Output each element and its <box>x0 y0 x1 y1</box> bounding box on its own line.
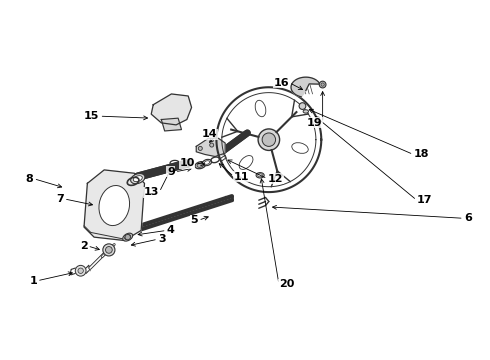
Text: 5: 5 <box>191 215 198 225</box>
Text: 7: 7 <box>56 194 64 204</box>
Ellipse shape <box>197 163 203 167</box>
Text: 20: 20 <box>279 279 294 289</box>
Ellipse shape <box>239 156 253 170</box>
Ellipse shape <box>202 159 212 166</box>
Circle shape <box>75 265 86 276</box>
Text: 13: 13 <box>144 187 159 197</box>
Text: 9: 9 <box>167 167 175 177</box>
Ellipse shape <box>258 174 263 177</box>
Circle shape <box>299 103 306 109</box>
Text: 4: 4 <box>167 225 174 235</box>
Circle shape <box>321 83 324 86</box>
Text: 12: 12 <box>268 174 283 184</box>
Ellipse shape <box>303 110 309 113</box>
Text: 15: 15 <box>84 111 99 121</box>
Text: 18: 18 <box>414 149 429 159</box>
Text: 3: 3 <box>158 234 166 244</box>
Circle shape <box>198 147 202 150</box>
Polygon shape <box>84 170 145 240</box>
Circle shape <box>103 244 115 256</box>
Text: 11: 11 <box>234 172 249 182</box>
Circle shape <box>78 268 83 274</box>
Circle shape <box>210 143 214 147</box>
Circle shape <box>258 129 280 150</box>
Polygon shape <box>196 138 225 157</box>
Polygon shape <box>151 94 192 125</box>
Circle shape <box>319 81 326 88</box>
Text: 6: 6 <box>464 213 472 223</box>
Text: 2: 2 <box>80 241 87 251</box>
Text: 1: 1 <box>29 276 37 286</box>
Ellipse shape <box>124 235 131 239</box>
Text: 19: 19 <box>307 118 322 128</box>
Text: 17: 17 <box>416 195 432 205</box>
Ellipse shape <box>255 100 266 117</box>
Circle shape <box>262 133 275 147</box>
Circle shape <box>105 247 112 253</box>
Text: 8: 8 <box>26 174 34 184</box>
Ellipse shape <box>256 172 264 178</box>
Circle shape <box>125 234 130 240</box>
Polygon shape <box>161 118 181 131</box>
Ellipse shape <box>123 233 133 241</box>
Text: 16: 16 <box>273 77 289 87</box>
Ellipse shape <box>133 176 142 182</box>
Text: 10: 10 <box>179 158 195 168</box>
Ellipse shape <box>292 143 308 153</box>
Ellipse shape <box>99 185 129 226</box>
Ellipse shape <box>131 174 145 184</box>
Ellipse shape <box>204 161 210 164</box>
Polygon shape <box>291 77 320 97</box>
Ellipse shape <box>195 162 206 169</box>
Text: 14: 14 <box>201 129 217 139</box>
